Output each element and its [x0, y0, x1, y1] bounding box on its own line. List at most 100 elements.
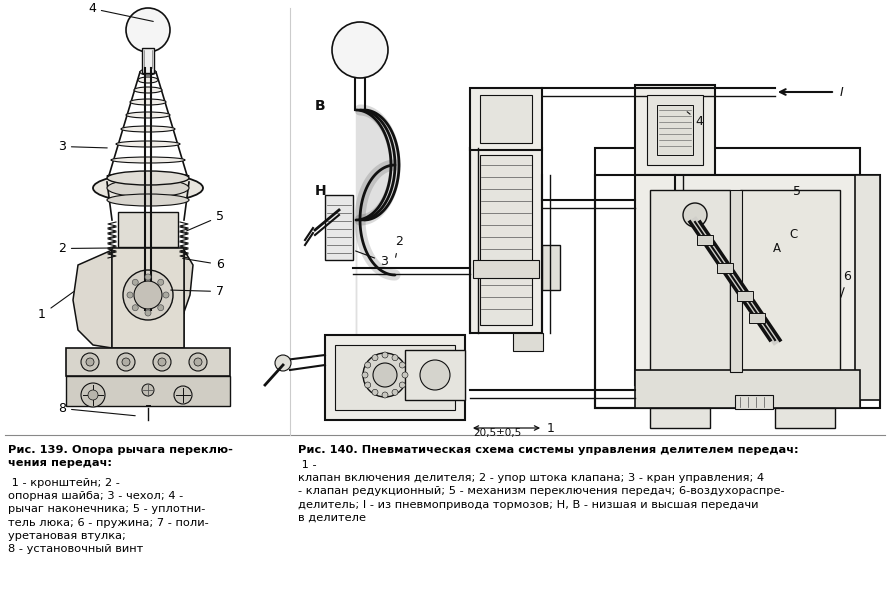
Bar	[325, 195, 353, 260]
Circle shape	[142, 384, 154, 396]
Text: 2: 2	[395, 235, 403, 257]
Ellipse shape	[107, 173, 189, 179]
Text: С: С	[789, 228, 797, 241]
Circle shape	[400, 362, 405, 368]
Circle shape	[382, 352, 388, 358]
Circle shape	[123, 270, 173, 320]
Text: 4: 4	[88, 2, 153, 22]
Bar	[542, 245, 560, 290]
Bar	[595, 175, 880, 408]
Ellipse shape	[107, 194, 189, 206]
Circle shape	[81, 383, 105, 407]
Ellipse shape	[134, 87, 162, 93]
Bar	[855, 175, 880, 400]
Circle shape	[363, 353, 407, 397]
Text: 5: 5	[793, 185, 801, 198]
Text: 1 -
клапан включения делителя; 2 - упор штока клапана; 3 - кран управления; 4
- : 1 - клапан включения делителя; 2 - упор …	[298, 460, 785, 523]
Bar	[142, 48, 154, 73]
Bar	[647, 95, 703, 165]
Circle shape	[402, 372, 408, 378]
Ellipse shape	[126, 112, 170, 118]
Circle shape	[420, 360, 450, 390]
Circle shape	[392, 355, 398, 361]
Text: 2: 2	[58, 242, 109, 255]
Circle shape	[86, 358, 94, 366]
Polygon shape	[73, 250, 112, 348]
Circle shape	[683, 203, 707, 227]
Bar	[66, 348, 230, 376]
Bar	[650, 190, 730, 372]
Bar	[697, 235, 713, 245]
Ellipse shape	[130, 99, 166, 105]
Circle shape	[153, 353, 171, 371]
Circle shape	[145, 274, 151, 280]
Circle shape	[372, 389, 378, 395]
Ellipse shape	[107, 179, 189, 197]
Text: 1: 1	[547, 422, 554, 435]
Bar	[657, 105, 693, 155]
Ellipse shape	[107, 171, 189, 185]
Ellipse shape	[121, 126, 175, 132]
Bar	[735, 395, 773, 409]
Ellipse shape	[93, 174, 203, 202]
Bar	[740, 190, 840, 372]
Ellipse shape	[138, 77, 158, 83]
Bar	[717, 263, 733, 273]
Bar	[480, 95, 532, 143]
Bar	[325, 335, 465, 420]
Bar	[118, 212, 178, 247]
Circle shape	[88, 390, 98, 400]
Text: I: I	[840, 86, 844, 99]
Text: 6: 6	[843, 270, 851, 283]
Bar	[66, 376, 230, 406]
Circle shape	[145, 310, 151, 316]
Text: 4: 4	[687, 112, 703, 128]
Circle shape	[133, 279, 138, 285]
Bar	[513, 333, 543, 351]
Text: 8: 8	[58, 402, 135, 416]
Circle shape	[373, 363, 397, 387]
Bar	[737, 291, 753, 301]
Circle shape	[194, 358, 202, 366]
Text: А: А	[773, 242, 781, 255]
Circle shape	[163, 292, 169, 298]
Bar	[775, 408, 835, 428]
Text: В: В	[315, 99, 326, 113]
Circle shape	[133, 305, 138, 311]
Text: 6: 6	[182, 258, 224, 271]
Circle shape	[158, 305, 164, 311]
Bar	[635, 370, 860, 408]
Bar	[635, 175, 860, 385]
Ellipse shape	[140, 69, 156, 75]
Text: 3: 3	[356, 251, 388, 268]
Bar	[650, 408, 710, 428]
Circle shape	[174, 386, 192, 404]
Polygon shape	[168, 250, 193, 348]
Bar	[405, 350, 465, 400]
Bar	[335, 345, 455, 410]
Circle shape	[332, 22, 388, 78]
Text: Н: Н	[315, 184, 327, 198]
Bar	[480, 155, 532, 325]
Bar	[473, 260, 539, 278]
Ellipse shape	[116, 141, 180, 147]
Text: Рис. 139. Опора рычага переклю-
чения передач:: Рис. 139. Опора рычага переклю- чения пе…	[8, 445, 233, 468]
Circle shape	[134, 281, 162, 309]
Circle shape	[81, 353, 99, 371]
Circle shape	[382, 392, 388, 398]
Circle shape	[158, 358, 166, 366]
Circle shape	[117, 353, 135, 371]
Text: 7: 7	[171, 285, 224, 298]
Circle shape	[362, 372, 368, 378]
Circle shape	[275, 355, 291, 371]
Circle shape	[372, 355, 378, 361]
Text: 1 - кронштейн; 2 -
опорная шайба; 3 - чехол; 4 -
рычаг наконечника; 5 - уплотни-: 1 - кронштейн; 2 - опорная шайба; 3 - че…	[8, 478, 209, 554]
Bar	[470, 148, 542, 333]
Circle shape	[127, 292, 133, 298]
Circle shape	[122, 358, 130, 366]
Circle shape	[365, 382, 370, 388]
Circle shape	[392, 389, 398, 395]
Text: 20,5±0,5: 20,5±0,5	[473, 428, 522, 438]
Circle shape	[365, 362, 370, 368]
Ellipse shape	[111, 157, 185, 163]
